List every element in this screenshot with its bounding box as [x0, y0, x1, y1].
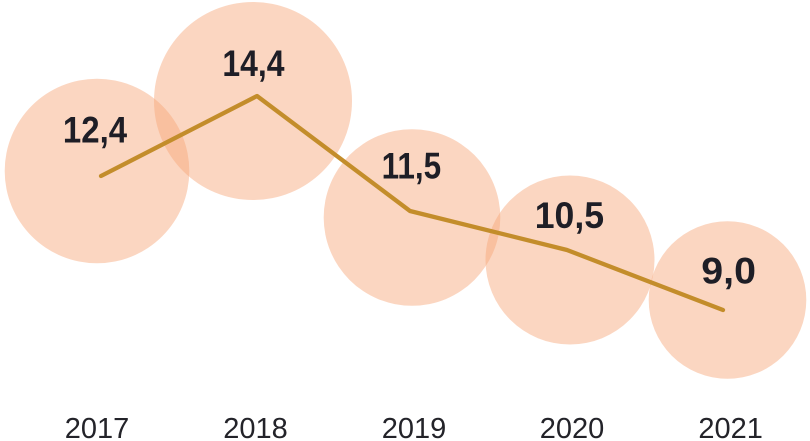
- svg-text:2021: 2021: [698, 413, 763, 441]
- svg-text:2020: 2020: [540, 413, 605, 441]
- svg-text:9,0: 9,0: [701, 251, 756, 293]
- svg-text:2019: 2019: [382, 413, 447, 441]
- svg-text:14,4: 14,4: [222, 44, 285, 85]
- svg-text:10,5: 10,5: [535, 194, 604, 236]
- svg-text:12,4: 12,4: [63, 110, 128, 151]
- svg-text:2018: 2018: [223, 413, 288, 441]
- svg-text:11,5: 11,5: [382, 146, 442, 187]
- svg-text:2017: 2017: [65, 413, 130, 441]
